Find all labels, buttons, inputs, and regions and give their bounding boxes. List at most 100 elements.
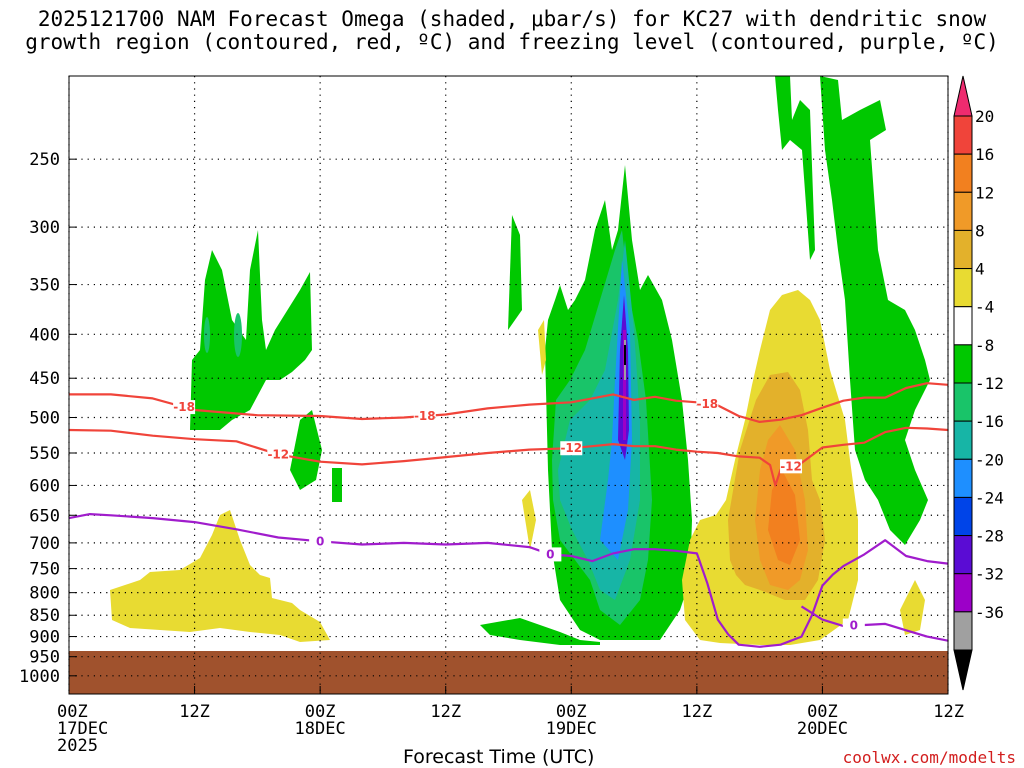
colorbar-label: -20 bbox=[975, 450, 1004, 469]
colorbar-band bbox=[953, 153, 973, 193]
chart-title-line2: growth region (contoured, red, ºC) and f… bbox=[25, 30, 999, 54]
colorbar-band bbox=[953, 611, 973, 651]
y-tick-label: 900 bbox=[29, 628, 60, 648]
chart-title-line1: 2025121700 NAM Forecast Omega (shaded, μ… bbox=[37, 7, 987, 31]
colorbar-band bbox=[953, 229, 973, 270]
colorbar-label: -28 bbox=[975, 527, 1004, 546]
colorbar-band bbox=[953, 458, 973, 498]
colorbar-band bbox=[953, 382, 973, 422]
colorbar-label: 8 bbox=[975, 221, 985, 240]
y-axis: 2503003504004505005506006507007508008509… bbox=[19, 150, 77, 687]
y-tick-label: 800 bbox=[29, 584, 60, 604]
contour-labels: -18 -18 -18 -12 -12 -12 0 0 0 bbox=[173, 396, 865, 633]
colorbar-band bbox=[953, 306, 973, 346]
x-tick-label: 00Z bbox=[57, 702, 88, 722]
contour-freezing_level_0 bbox=[69, 513, 948, 648]
y-tick-label: 650 bbox=[29, 506, 60, 526]
x-tick-label: 18DEC bbox=[295, 719, 346, 739]
y-tick-label: 250 bbox=[29, 150, 60, 170]
colorbar-label: -24 bbox=[975, 488, 1004, 507]
colorbar-label: 20 bbox=[975, 107, 994, 126]
colorbar-band bbox=[953, 268, 973, 308]
y-tick-label: 750 bbox=[29, 560, 60, 580]
colorbar: 20 16 12 8 4 -4 -8 -12 -16 -20 -24 -28 -32 -36 bbox=[953, 75, 1004, 691]
x-tick-label: 12Z bbox=[681, 702, 712, 722]
contour-dendritic_minus18 bbox=[69, 382, 948, 423]
omega-region-teal-left-2 bbox=[234, 313, 242, 357]
omega-region-green-small bbox=[290, 410, 322, 490]
colorbar-band bbox=[953, 496, 973, 537]
colorbar-top-arrow bbox=[953, 75, 973, 117]
colorbar-label: 12 bbox=[975, 183, 994, 202]
colorbar-band bbox=[953, 344, 973, 384]
colorbar-label: -8 bbox=[975, 336, 994, 355]
contour-label: -18 bbox=[414, 409, 436, 423]
below-ground-surface bbox=[69, 651, 948, 694]
contour-label-bg bbox=[539, 547, 562, 562]
y-tick-label: 950 bbox=[29, 648, 60, 668]
colorbar-label: -12 bbox=[975, 374, 1004, 393]
colorbar-bottom-arrow bbox=[953, 649, 973, 691]
y-tick-label: 400 bbox=[29, 325, 60, 345]
contour-label-bg bbox=[309, 534, 332, 549]
y-tick-label: 850 bbox=[29, 606, 60, 626]
omega-region-green-bottom bbox=[480, 618, 600, 645]
omega-region-black-core bbox=[624, 345, 626, 365]
colorbar-label: -16 bbox=[975, 412, 1004, 431]
omega-region-green-right-top bbox=[775, 76, 815, 260]
colorbar-label: -32 bbox=[975, 565, 1004, 584]
contour-label-bg bbox=[413, 408, 436, 423]
omega-region-yellow-center bbox=[522, 490, 536, 550]
colorbar-label: -4 bbox=[975, 298, 994, 317]
x-tick-label: 12Z bbox=[933, 702, 964, 722]
contour-label: -12 bbox=[267, 447, 289, 461]
colorbar-band bbox=[953, 191, 973, 231]
x-tick-label: 12Z bbox=[179, 702, 210, 722]
contour-freezing_level_0_lower bbox=[800, 605, 948, 642]
contour-label-bg bbox=[560, 441, 583, 456]
contour-label: -12 bbox=[780, 459, 802, 473]
colorbar-band bbox=[953, 115, 973, 155]
colorbar-label: -36 bbox=[975, 603, 1004, 622]
x-tick-label: 00Z bbox=[305, 702, 336, 722]
omega-region-yellow-right-small bbox=[900, 580, 925, 635]
contour-label-bg bbox=[842, 618, 865, 633]
omega-region-green-left bbox=[190, 230, 312, 430]
y-tick-label: 550 bbox=[29, 444, 60, 464]
omega-region-green-dot bbox=[332, 468, 342, 502]
x-tick-label: 12Z bbox=[430, 702, 461, 722]
y-tick-label: 600 bbox=[29, 476, 60, 496]
y-tick-label: 700 bbox=[29, 534, 60, 554]
omega-region-green-center bbox=[508, 215, 522, 330]
y-tick-label: 300 bbox=[29, 218, 60, 238]
x-tick-label: 19DEC bbox=[546, 719, 597, 739]
y-tick-label: 450 bbox=[29, 369, 60, 389]
contour-lines bbox=[69, 382, 948, 648]
contour-label-bg bbox=[696, 396, 719, 411]
y-tick-label: 1000 bbox=[19, 667, 60, 687]
credit-text: coolwx.com/modelts bbox=[842, 748, 1016, 767]
contour-label: 0 bbox=[546, 547, 554, 561]
contour-label: -18 bbox=[173, 400, 195, 414]
omega-region-black-column bbox=[623, 330, 626, 440]
omega-region-teal-left bbox=[204, 317, 210, 353]
colorbar-label: 4 bbox=[975, 260, 985, 279]
x-tick-label: 20DEC bbox=[797, 719, 848, 739]
omega-region-deep-orange-right bbox=[768, 470, 800, 565]
contour-label: -18 bbox=[696, 397, 718, 411]
x-tick-label: 17DEC bbox=[57, 719, 108, 739]
colorbar-band bbox=[953, 420, 973, 460]
contour-label-bg bbox=[173, 400, 196, 415]
x-tick-label: 2025 bbox=[57, 736, 98, 756]
plot-border bbox=[68, 75, 949, 695]
contour-label: 0 bbox=[850, 619, 858, 633]
colorbar-label: 16 bbox=[975, 145, 994, 164]
x-tick-label: 00Z bbox=[556, 702, 587, 722]
contour-label: 0 bbox=[316, 534, 324, 548]
chart-title: 2025121700 NAM Forecast Omega (shaded, μ… bbox=[0, 8, 1024, 54]
contour-label-bg bbox=[780, 459, 803, 474]
colorbar-band bbox=[953, 573, 973, 613]
contour-dendritic_minus12 bbox=[69, 426, 948, 487]
